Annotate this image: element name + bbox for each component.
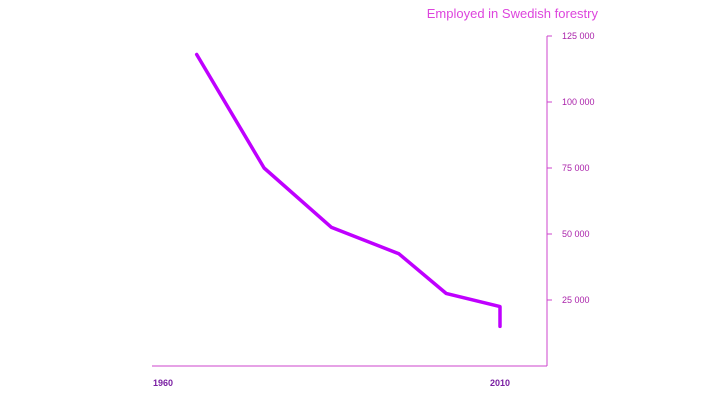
x-tick-label: 1960 [153, 378, 173, 388]
x-ticks: 1960 2010 [153, 378, 510, 388]
y-tick-label: 75 000 [562, 163, 590, 173]
y-tick-label: 125 000 [562, 31, 595, 41]
chart-title: Employed in Swedish forestry [427, 6, 599, 21]
y-tick-label: 100 000 [562, 97, 595, 107]
x-tick-label: 2010 [490, 378, 510, 388]
y-tick-label: 50 000 [562, 229, 590, 239]
series-line [194, 52, 502, 329]
series-group [194, 52, 502, 329]
y-tick-label: 25 000 [562, 295, 590, 305]
y-ticks: 25 000 50 000 75 000 100 000 125 000 [547, 31, 595, 305]
